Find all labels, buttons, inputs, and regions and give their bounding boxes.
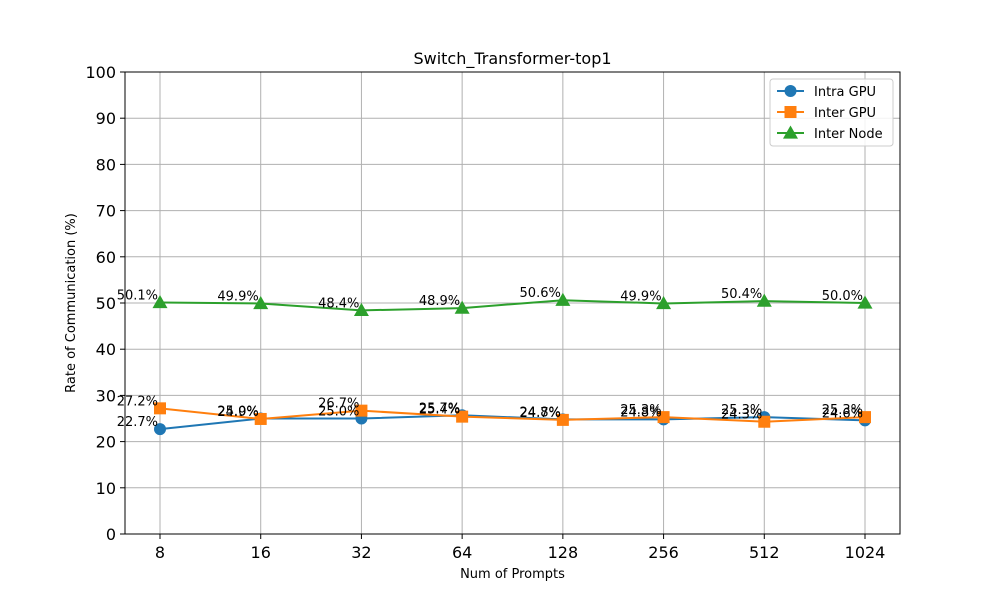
legend-item-inter-gpu: Inter GPU (777, 106, 876, 121)
y-tick-label: 60 (96, 248, 116, 267)
legend-marker-inter-gpu (784, 106, 797, 118)
x-axis-ticks: 8 16 32 64 128 256 512 1024 (155, 534, 885, 562)
data-label-inter-gpu: 24.3% (721, 408, 762, 423)
data-label-intra-gpu: 22.7% (117, 415, 158, 430)
data-label-inter-node: 49.9% (620, 289, 661, 304)
data-point-inter-gpu (154, 402, 166, 415)
y-tick-label: 70 (96, 202, 116, 221)
x-tick-label: 512 (749, 543, 780, 562)
data-label-intra-gpu: 25.0% (318, 405, 359, 420)
data-point-inter-node (656, 295, 672, 310)
x-tick-label: 256 (648, 543, 679, 562)
legend-marker-intra-gpu (784, 85, 797, 97)
data-label-inter-node: 49.9% (217, 289, 258, 304)
data-label-inter-node: 48.4% (318, 296, 359, 311)
data-label-inter-gpu: 26.7% (318, 397, 359, 412)
data-point-inter-gpu (859, 411, 871, 424)
x-axis-label: Num of Prompts (460, 567, 565, 582)
data-label-inter-gpu: 25.3% (620, 403, 661, 418)
x-tick-label: 64 (452, 543, 472, 562)
data-label-inter-gpu: 25.3% (822, 403, 863, 418)
data-label-inter-node: 50.0% (822, 289, 863, 304)
y-tick-label: 80 (96, 155, 116, 174)
x-tick-label: 32 (351, 543, 371, 562)
data-label-intra-gpu: 25.7% (419, 401, 460, 416)
data-point-inter-gpu (758, 415, 771, 428)
data-point-inter-node (454, 300, 470, 314)
legend-marker-inter-node (783, 125, 798, 139)
series-line-inter-gpu (159, 407, 866, 423)
data-label-intra-gpu: 24.8% (620, 405, 661, 420)
y-axis-ticks: 0 10 20 30 40 50 60 70 80 90 100 (85, 63, 125, 544)
legend-box (769, 78, 894, 147)
data-label-intra-gpu: 24.6% (822, 406, 863, 421)
chart-title: Switch_Transformer-top1 (413, 49, 611, 69)
data-label-inter-node: 50.6% (520, 286, 561, 301)
y-tick-label: 40 (96, 340, 116, 359)
data-point-inter-gpu (456, 410, 469, 423)
data-point-inter-node (152, 295, 168, 309)
data-label-inter-node: 50.1% (117, 289, 158, 304)
data-point-inter-node (353, 302, 369, 317)
data-label-inter-gpu: 25.4% (419, 403, 460, 418)
x-tick-label: 1024 (845, 543, 886, 562)
data-point-inter-node (253, 295, 269, 310)
data-label-inter-node: 48.9% (419, 294, 460, 309)
y-tick-label: 50 (96, 294, 116, 313)
y-tick-label: 10 (96, 479, 116, 498)
data-point-inter-gpu (657, 411, 670, 424)
data-point-inter-node (756, 293, 772, 307)
data-point-inter-node (555, 292, 571, 306)
data-label-inter-gpu: 24.9% (217, 405, 258, 420)
series-line-inter-node (159, 299, 866, 312)
data-label-inter-gpu: 27.2% (117, 394, 158, 409)
y-tick-label: 90 (96, 109, 116, 128)
legend: Intra GPU Inter GPU Inter Node (769, 78, 894, 147)
plot-frame (124, 71, 901, 535)
data-label-intra-gpu: 25.3% (721, 403, 762, 418)
data-point-inter-node (857, 295, 873, 309)
data-point-inter-gpu (556, 413, 569, 426)
legend-item-inter-node: Inter Node (777, 125, 883, 142)
x-tick-label: 8 (155, 543, 165, 562)
data-point-intra-gpu (154, 423, 166, 436)
data-label-inter-gpu: 24.7% (520, 406, 561, 421)
data-label-intra-gpu: 24.8% (520, 405, 561, 420)
data-point-inter-gpu (355, 404, 368, 417)
series-inter-node (152, 292, 873, 317)
data-label-inter-node: 50.4% (721, 287, 762, 302)
x-tick-label: 16 (251, 543, 271, 562)
series-inter-gpu (154, 402, 871, 428)
series-group (152, 292, 873, 436)
x-tick-label: 128 (548, 543, 579, 562)
data-labels-group: 22.7%25.0% 25.0% 25.7% 24.8% 24.8% 25.3% 24.6%… (117, 286, 863, 430)
legend-label-intra-gpu: Intra GPU (814, 85, 876, 100)
legend-label-inter-gpu: Inter GPU (814, 106, 876, 121)
data-point-inter-gpu (254, 412, 267, 425)
y-tick-label: 0 (106, 525, 116, 544)
y-axis-label: Rate of Communication (%) (64, 213, 79, 393)
y-tick-label: 30 (96, 386, 116, 405)
data-label-intra-gpu: 25.0% (217, 405, 258, 420)
y-tick-label: 100 (85, 63, 116, 82)
legend-item-intra-gpu: Intra GPU (777, 85, 876, 100)
legend-label-inter-node: Inter Node (814, 127, 883, 142)
y-tick-label: 20 (96, 433, 116, 452)
